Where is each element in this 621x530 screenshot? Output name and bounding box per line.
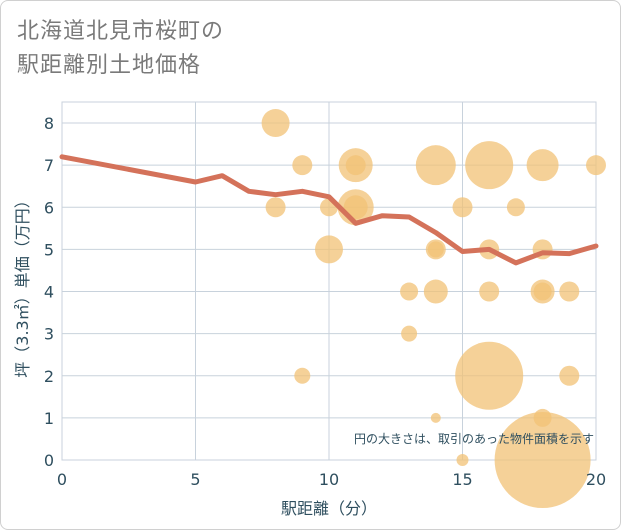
data-bubble	[465, 141, 514, 190]
y-tick-label: 1	[44, 409, 54, 428]
chart-title: 北海道北見市桜町の 駅距離別土地価格	[17, 19, 225, 78]
y-tick-label: 5	[44, 240, 54, 259]
bubble-size-note: 円の大きさは、取引のあった物件面積を示す	[354, 431, 594, 446]
data-bubble	[343, 195, 368, 220]
data-bubble	[423, 279, 448, 304]
data-bubble	[415, 145, 456, 186]
y-tick-label: 4	[44, 283, 54, 302]
bubble-layer	[261, 109, 606, 508]
data-bubble	[400, 282, 419, 301]
data-bubble	[494, 412, 591, 508]
data-bubble	[427, 241, 444, 258]
x-tick-label: 15	[452, 470, 472, 489]
trend-line-layer	[59, 154, 599, 266]
x-tick-label: 20	[586, 470, 606, 489]
data-bubble	[265, 197, 286, 218]
data-bubble	[452, 197, 473, 218]
data-bubble	[292, 155, 313, 176]
data-bubble	[479, 281, 500, 302]
x-tick-label: 0	[57, 470, 67, 489]
average-price-line	[59, 154, 599, 266]
data-bubble	[345, 155, 366, 176]
data-bubble	[294, 367, 311, 384]
data-bubble	[261, 109, 290, 138]
x-axis-label: 駅距離（分）	[281, 499, 377, 518]
data-bubble	[430, 412, 441, 423]
y-tick-label: 8	[44, 114, 54, 133]
data-bubble	[315, 235, 343, 264]
grid-lines	[61, 101, 597, 461]
y-tick-label: 0	[44, 451, 54, 470]
data-bubble	[526, 149, 559, 182]
data-bubble	[401, 325, 418, 342]
data-bubble	[559, 365, 580, 386]
data-bubble	[456, 454, 469, 466]
axes: 0 5 10 15 20 0 1 2 3 4 5 6 7 8	[44, 114, 606, 489]
x-tick-label: 10	[319, 470, 339, 489]
x-tick-label: 5	[190, 470, 200, 489]
y-axis-label: 坪（3.3㎡）単価（万円）	[13, 192, 32, 377]
data-bubble	[559, 281, 580, 302]
y-tick-label: 3	[44, 325, 54, 344]
data-bubble	[455, 341, 524, 410]
y-tick-label: 2	[44, 367, 54, 386]
data-bubble	[533, 282, 552, 301]
data-bubble	[506, 198, 525, 217]
y-tick-label: 7	[44, 156, 54, 175]
y-tick-label: 6	[44, 198, 54, 217]
data-bubble	[586, 155, 606, 176]
